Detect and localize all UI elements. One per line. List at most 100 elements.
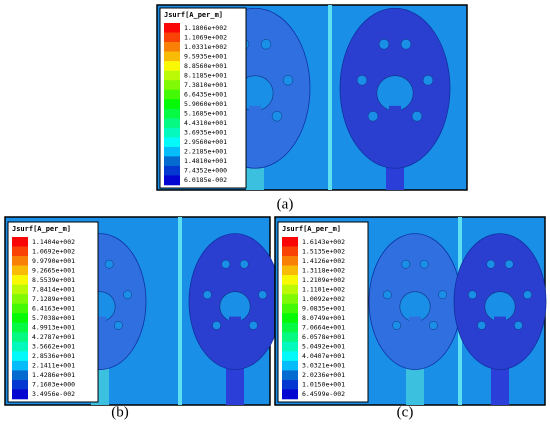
legend-label: 3.4956e-002 <box>32 390 75 398</box>
legend-label: 1.1806e+002 <box>184 24 227 32</box>
slot-hole <box>514 321 523 330</box>
legend-label: 3.0321e+001 <box>302 362 345 370</box>
legend-swatch <box>282 370 298 381</box>
legend-label: 7.0664e+001 <box>302 324 345 332</box>
slot-hole <box>271 111 283 122</box>
legend-label: 8.5539e+001 <box>32 276 75 284</box>
legend-label: 1.0092e+002 <box>302 295 345 303</box>
legend-swatch <box>12 313 28 324</box>
legend-label: 4.4310e+001 <box>184 119 227 127</box>
legend-label: 3.6935e+001 <box>184 129 227 137</box>
legend-label: 1.1404e+002 <box>32 238 75 246</box>
legend-label: 8.0749e+001 <box>302 314 345 322</box>
divider <box>178 217 182 405</box>
legend-swatch <box>12 284 28 295</box>
legend-swatch <box>12 322 28 333</box>
legend-title: Jsurf[A_per_m] <box>164 11 223 19</box>
legend-label: 6.0578e+001 <box>302 333 345 341</box>
legend-label: 1.2109e+002 <box>302 276 345 284</box>
legend-label: 1.1069e+002 <box>184 33 227 41</box>
slot-hole <box>203 290 212 300</box>
legend-swatch <box>282 284 298 295</box>
slot-hole <box>123 290 132 300</box>
legend-swatch <box>164 61 180 71</box>
legend-label: 1.0331e+002 <box>184 43 227 51</box>
legend-swatch <box>282 313 298 324</box>
legend-label: 6.4163e+001 <box>32 304 75 312</box>
slot-hole <box>212 321 221 330</box>
legend-swatch <box>12 370 28 381</box>
slot-hole <box>419 259 429 269</box>
legend-swatch <box>282 360 298 371</box>
slot-hole <box>260 39 272 50</box>
legend-swatch <box>164 23 180 33</box>
legend-swatch <box>282 351 298 362</box>
panel-caption: (b) <box>111 404 129 420</box>
stub <box>249 105 261 154</box>
slot-hole <box>378 39 390 50</box>
slot-hole <box>411 111 423 122</box>
slot-hole <box>383 290 392 300</box>
legend-label: 4.0407e+001 <box>302 352 345 360</box>
legend-label: 2.1411e+001 <box>32 362 75 370</box>
legend-swatch <box>282 275 298 285</box>
slot-hole <box>282 75 294 86</box>
legend-label: 5.7038e+001 <box>32 314 75 322</box>
legend-swatch <box>282 237 298 247</box>
slot-hole <box>392 321 401 330</box>
slot-hole <box>114 321 123 330</box>
legend-label: 4.2787e+001 <box>32 333 75 341</box>
legend-swatch <box>282 303 298 314</box>
legend-swatch <box>164 156 180 167</box>
slot-hole <box>438 290 447 300</box>
slot-hole <box>104 259 114 269</box>
center-slot <box>376 75 414 112</box>
slot-hole <box>221 259 231 269</box>
legend-label: 6.4599e-002 <box>302 390 345 398</box>
legend-label: 6.6435e+001 <box>184 90 227 98</box>
legend-swatch <box>282 341 298 352</box>
slot-hole <box>429 321 438 330</box>
legend-swatch <box>282 379 298 390</box>
slot-hole <box>249 321 258 330</box>
legend-swatch <box>12 246 28 257</box>
slot-hole <box>239 259 249 269</box>
legend-label: 7.3810e+001 <box>184 81 227 89</box>
legend-swatch <box>164 127 180 138</box>
legend-swatch <box>12 275 28 285</box>
legend-swatch <box>12 360 28 371</box>
slot-hole <box>504 259 514 269</box>
legend-swatch <box>282 332 298 343</box>
legend-swatch <box>12 237 28 247</box>
legend-label: 5.1685e+001 <box>184 110 227 118</box>
slot-hole <box>258 290 267 300</box>
legend-title: Jsurf[A_per_m] <box>12 225 71 233</box>
legend-swatch <box>12 303 28 314</box>
legend-swatch <box>282 246 298 257</box>
legend-swatch <box>164 165 180 176</box>
legend-swatch <box>12 351 28 362</box>
legend-label: 8.8560e+001 <box>184 62 227 70</box>
legend-label: 1.4286e+001 <box>32 371 75 379</box>
legend-label: 6.0185e-002 <box>184 176 227 184</box>
legend-label: 7.4352e+000 <box>184 167 227 175</box>
legend-label: 4.9913e+001 <box>32 324 75 332</box>
legend-label: 9.0835e+001 <box>302 304 345 312</box>
stub <box>409 316 421 358</box>
legend-swatch <box>164 175 180 186</box>
slot-hole <box>356 75 368 86</box>
legend-label: 2.2185e+001 <box>184 148 227 156</box>
legend-label: 5.0492e+001 <box>302 343 345 351</box>
legend-swatch <box>282 265 298 276</box>
legend-swatch <box>12 265 28 276</box>
legend-swatch <box>164 146 180 157</box>
slot-hole <box>422 75 434 86</box>
legend-label: 7.1289e+001 <box>32 295 75 303</box>
legend-label: 5.9060e+001 <box>184 100 227 108</box>
